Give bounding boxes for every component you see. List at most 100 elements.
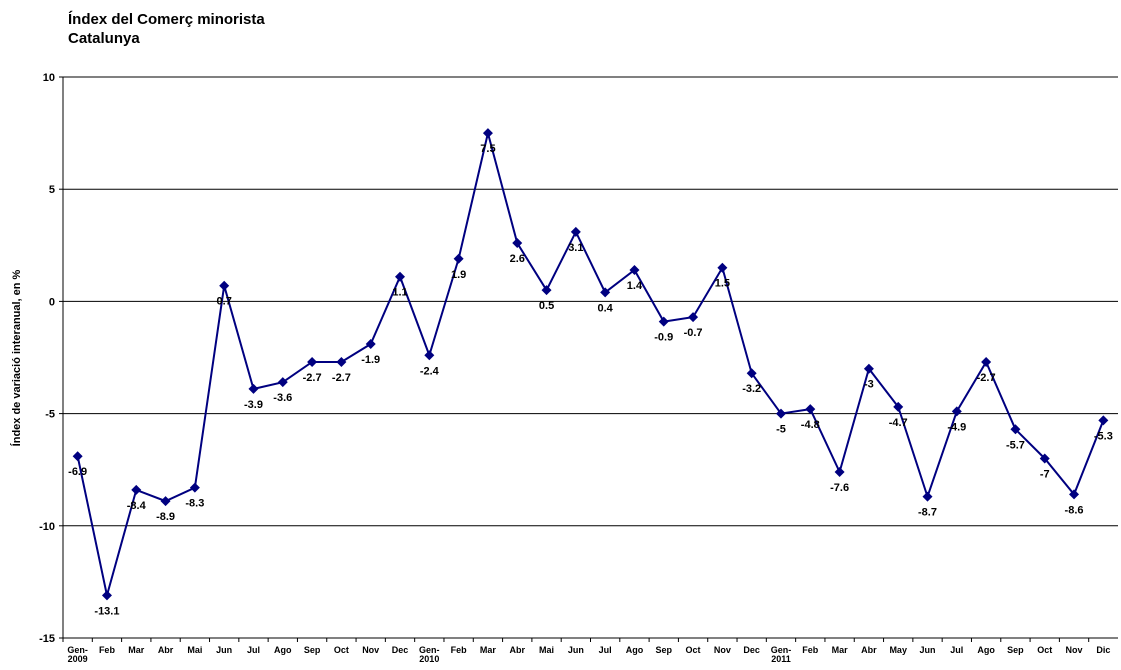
data-label: 7.5 bbox=[480, 143, 495, 155]
point-marker bbox=[307, 356, 318, 367]
point-marker bbox=[834, 466, 845, 477]
point-marker bbox=[775, 408, 786, 419]
x-tick-label: Jul bbox=[599, 645, 612, 655]
y-tick-label: -15 bbox=[39, 633, 55, 645]
point-marker bbox=[746, 368, 757, 379]
data-label: -2.7 bbox=[332, 372, 351, 384]
data-label: -2.7 bbox=[303, 372, 322, 384]
data-label: -5.7 bbox=[1006, 439, 1025, 451]
data-label: 0.4 bbox=[598, 302, 614, 314]
x-tick-label: Ago bbox=[626, 645, 644, 655]
point-marker bbox=[1098, 415, 1109, 426]
point-marker bbox=[805, 404, 816, 415]
x-tick-label: Mai bbox=[187, 645, 202, 655]
x-tick-label: Jun bbox=[216, 645, 232, 655]
x-tick-label: Nov bbox=[714, 645, 731, 655]
x-tick-label: Dic bbox=[1096, 645, 1110, 655]
data-label: -5 bbox=[776, 424, 786, 436]
data-label: -3.2 bbox=[742, 383, 761, 395]
point-marker bbox=[72, 451, 83, 462]
data-label: -4.7 bbox=[889, 417, 908, 429]
x-tick-label: Gen-2011 bbox=[771, 645, 792, 664]
data-label: -4.9 bbox=[947, 421, 966, 433]
point-marker bbox=[131, 484, 142, 495]
x-tick-label: Nov bbox=[362, 645, 379, 655]
point-marker bbox=[453, 253, 464, 264]
x-tick-label: Jun bbox=[568, 645, 584, 655]
point-marker bbox=[219, 280, 230, 291]
x-tick-label: Ago bbox=[977, 645, 995, 655]
data-label: 1.9 bbox=[451, 269, 466, 281]
x-tick-label: Mar bbox=[128, 645, 145, 655]
y-tick-label: 10 bbox=[43, 72, 55, 84]
point-marker bbox=[541, 285, 552, 296]
x-tick-label: Sep bbox=[656, 645, 673, 655]
y-tick-label: 0 bbox=[49, 296, 55, 308]
data-label: -3 bbox=[864, 379, 874, 391]
x-tick-label: Ago bbox=[274, 645, 292, 655]
point-marker bbox=[101, 590, 112, 601]
point-marker bbox=[365, 339, 376, 350]
chart-subtitle: Catalunya bbox=[68, 30, 140, 47]
point-marker bbox=[658, 316, 669, 327]
x-tick-label: Feb bbox=[802, 645, 819, 655]
data-label: -1.9 bbox=[361, 354, 380, 366]
x-tick-label: Oct bbox=[686, 645, 701, 655]
x-tick-label: Mar bbox=[480, 645, 497, 655]
point-marker bbox=[336, 356, 347, 367]
x-tick-label: Gen-2010 bbox=[419, 645, 440, 664]
point-marker bbox=[1010, 424, 1021, 435]
point-marker bbox=[248, 383, 259, 394]
point-marker bbox=[482, 128, 493, 139]
data-label: -13.1 bbox=[94, 605, 119, 617]
point-marker bbox=[189, 482, 200, 493]
x-tick-label: Gen-2009 bbox=[67, 645, 88, 664]
point-marker bbox=[424, 350, 435, 361]
y-tick-label: -10 bbox=[39, 521, 55, 533]
x-tick-label: Abr bbox=[861, 645, 877, 655]
data-label: -6.9 bbox=[68, 466, 87, 478]
y-axis-label: Índex de variació interanual, en % bbox=[10, 269, 23, 446]
data-label: -7.6 bbox=[830, 482, 849, 494]
x-tick-label: Dec bbox=[743, 645, 760, 655]
x-tick-label: Nov bbox=[1066, 645, 1083, 655]
point-marker bbox=[951, 406, 962, 417]
x-tick-label: Oct bbox=[1037, 645, 1052, 655]
point-marker bbox=[600, 287, 611, 298]
x-tick-label: Jul bbox=[950, 645, 963, 655]
data-label: -8.7 bbox=[918, 507, 937, 519]
x-tick-label: Abr bbox=[158, 645, 174, 655]
y-tick-label: 5 bbox=[49, 184, 55, 196]
x-tick-label: Abr bbox=[509, 645, 525, 655]
x-tick-label: Feb bbox=[99, 645, 116, 655]
chart-title: Índex del Comerç minorista bbox=[68, 11, 265, 28]
x-tick-label: Jul bbox=[247, 645, 260, 655]
data-label: 0.7 bbox=[217, 296, 232, 308]
x-tick-label: Sep bbox=[304, 645, 321, 655]
y-tick-label: -5 bbox=[45, 409, 55, 421]
x-tick-label: May bbox=[889, 645, 907, 655]
point-marker bbox=[863, 363, 874, 374]
data-label: -8.9 bbox=[156, 511, 175, 523]
x-tick-label: Mar bbox=[832, 645, 849, 655]
data-label: 0.5 bbox=[539, 300, 554, 312]
point-marker bbox=[629, 264, 640, 275]
data-label: -8.4 bbox=[127, 500, 147, 512]
data-label: 3.1 bbox=[568, 242, 583, 254]
point-marker bbox=[688, 312, 699, 323]
data-label: 1.4 bbox=[627, 280, 643, 292]
series-line bbox=[76, 132, 1105, 596]
data-label: -2.4 bbox=[420, 365, 440, 377]
data-label: 2.6 bbox=[510, 253, 525, 265]
x-tick-label: Oct bbox=[334, 645, 349, 655]
point-marker bbox=[277, 377, 288, 388]
data-label: -5.3 bbox=[1094, 430, 1113, 442]
point-marker bbox=[1039, 453, 1050, 464]
data-label: 1.5 bbox=[715, 278, 730, 290]
point-marker bbox=[512, 238, 523, 249]
data-label: -2.7 bbox=[977, 372, 996, 384]
point-marker bbox=[1069, 489, 1080, 500]
x-tick-label: Sep bbox=[1007, 645, 1024, 655]
x-tick-label: Dec bbox=[392, 645, 409, 655]
